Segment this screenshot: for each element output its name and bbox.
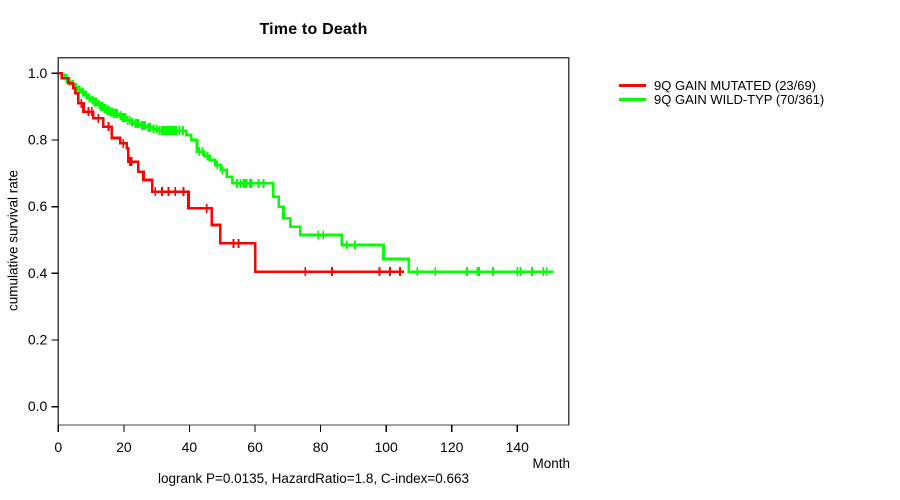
y-tick-label: 0.8 <box>28 131 48 147</box>
x-tick-label: 100 <box>374 439 398 455</box>
curve-mutated <box>58 72 405 277</box>
y-tick-label: 0.0 <box>28 398 48 414</box>
legend-item-mutated: 9Q GAIN MUTATED (23/69) <box>619 77 824 93</box>
y-tick-label: 0.4 <box>28 265 48 281</box>
x-tick-label: 80 <box>313 439 329 455</box>
legend-label-mutated: 9Q GAIN MUTATED (23/69) <box>654 77 817 93</box>
x-tick-label: 0 <box>54 439 62 455</box>
curve-wildtype <box>58 72 554 277</box>
y-tick-label: 1.0 <box>28 65 48 81</box>
plot-box <box>57 57 570 426</box>
y-axis-title: cumulative survival rate <box>5 169 21 312</box>
legend-item-wildtype: 9Q GAIN WILD-TYP (70/361) <box>619 91 825 107</box>
y-axis: 0.0 0.2 0.4 0.6 0.8 1.0 <box>28 65 59 414</box>
x-tick-label: 20 <box>116 439 132 455</box>
survival-curve <box>58 72 405 273</box>
legend-line-wildtype-swatch <box>619 97 646 101</box>
x-tick-label: 60 <box>247 439 263 455</box>
survival-curve <box>58 72 554 273</box>
x-tick-label: 120 <box>440 439 464 455</box>
legend-line-mutated-swatch <box>619 83 646 87</box>
legend-label-wildtype: 9Q GAIN WILD-TYP (70/361) <box>654 91 825 107</box>
stats-caption: logrank P=0.0135, HazardRatio=1.8, C-ind… <box>157 471 470 486</box>
chart-title: Time to Death <box>259 21 368 38</box>
x-tick-label: 140 <box>506 439 530 455</box>
legend: 9Q GAIN MUTATED (23/69) 9Q GAIN WILD-TYP… <box>619 77 825 107</box>
x-axis-title: Month <box>532 456 570 471</box>
plot-border <box>57 57 570 426</box>
x-axis: 0 20 40 60 80 100 120 140 <box>54 425 529 455</box>
x-tick-label: 40 <box>182 439 198 455</box>
y-tick-label: 0.2 <box>28 332 48 348</box>
y-tick-label: 0.6 <box>28 198 48 214</box>
